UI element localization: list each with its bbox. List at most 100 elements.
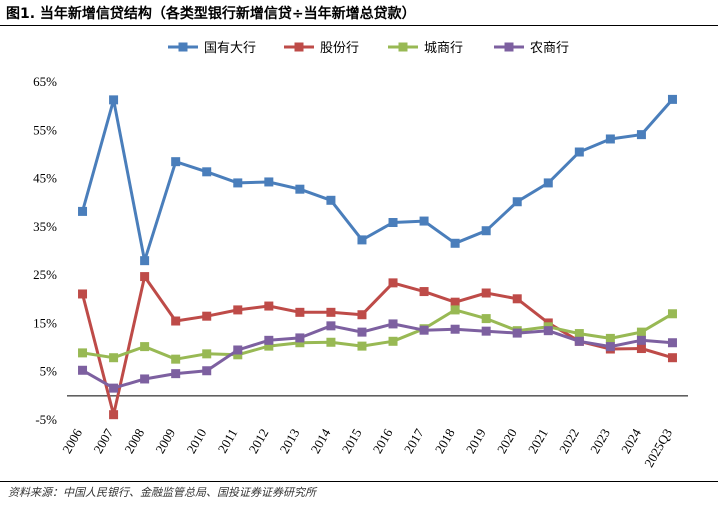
data-point xyxy=(264,301,274,311)
x-tick-label: 2012 xyxy=(245,426,271,456)
data-point xyxy=(233,350,243,360)
data-point xyxy=(667,338,677,348)
data-point xyxy=(233,305,243,315)
data-point xyxy=(357,310,367,320)
data-point xyxy=(636,335,646,345)
legend: 国有大行 股份行 城商行 农商行 xyxy=(168,41,569,56)
data-point xyxy=(481,288,491,298)
data-point xyxy=(109,95,119,105)
series-3 xyxy=(78,305,677,364)
data-point xyxy=(357,341,367,351)
data-point xyxy=(109,383,119,393)
data-point xyxy=(574,336,584,346)
data-point xyxy=(636,327,646,337)
series-4 xyxy=(78,319,677,393)
data-point xyxy=(450,297,460,307)
x-axis-labels: 2006 2007 2008 2009 2010 2011 2012 2013 2014 2015… xyxy=(59,426,675,470)
data-point xyxy=(388,278,398,288)
x-tick-label: 2016 xyxy=(370,426,396,456)
data-point xyxy=(636,344,646,354)
data-point xyxy=(233,345,243,355)
y-tick-label: -5% xyxy=(35,412,57,427)
legend-swatch-marker xyxy=(294,42,304,52)
data-point xyxy=(326,337,336,347)
series-line xyxy=(81,98,674,263)
x-tick-label: 2009 xyxy=(152,426,178,456)
x-tick-label: 2010 xyxy=(183,426,209,456)
legend-item: 城商行 xyxy=(388,41,463,56)
data-point xyxy=(605,342,615,352)
data-point xyxy=(357,235,367,245)
x-tick-label: 2006 xyxy=(59,426,85,456)
line-chart: 国有大行 股份行 城商行 农商行 -5% 5% 15% 25% 35% 45% 55% 65% 20… xyxy=(33,41,688,470)
series-layer xyxy=(78,94,677,420)
y-tick-label: 15% xyxy=(33,315,57,330)
data-point xyxy=(450,324,460,334)
x-tick-label: 2017 xyxy=(401,426,427,456)
data-point xyxy=(512,328,522,338)
data-point xyxy=(605,134,615,144)
data-point xyxy=(419,325,429,335)
figure-title: 图1. 当年新增信贷结构（各类型银行新增信贷÷当年新增总贷款） xyxy=(6,6,416,22)
y-tick-label: 45% xyxy=(33,171,57,186)
data-point xyxy=(388,336,398,346)
legend-label: 国有大行 xyxy=(204,41,256,56)
legend-swatch-marker xyxy=(178,42,188,52)
data-point xyxy=(109,353,119,363)
data-point xyxy=(481,326,491,336)
legend-item: 国有大行 xyxy=(168,41,256,56)
x-tick-label: 2019 xyxy=(463,426,489,456)
data-point xyxy=(202,167,212,177)
title-divider xyxy=(0,25,718,26)
data-point xyxy=(295,338,305,348)
data-point xyxy=(295,333,305,343)
data-point xyxy=(667,94,677,104)
data-point xyxy=(140,374,150,384)
data-point xyxy=(78,348,88,358)
data-point xyxy=(202,349,212,359)
data-point xyxy=(419,287,429,297)
data-point xyxy=(264,177,274,187)
data-point xyxy=(512,197,522,207)
data-point xyxy=(295,307,305,317)
data-point xyxy=(636,130,646,140)
data-point xyxy=(481,314,491,324)
data-point xyxy=(419,216,429,226)
data-point xyxy=(202,366,212,376)
data-point xyxy=(78,289,88,299)
x-tick-label: 2008 xyxy=(121,426,147,456)
data-point xyxy=(264,341,274,351)
y-axis: -5% 5% 15% 25% 35% 45% 55% 65% xyxy=(33,74,57,427)
data-point xyxy=(481,226,491,236)
data-point xyxy=(171,369,181,379)
data-point xyxy=(357,327,367,337)
y-tick-label: 35% xyxy=(33,219,57,234)
x-tick-label: 2007 xyxy=(90,426,116,456)
legend-item: 农商行 xyxy=(494,41,569,56)
series-2 xyxy=(78,272,677,420)
data-point xyxy=(388,319,398,329)
source-divider xyxy=(0,481,718,482)
series-line xyxy=(82,308,674,361)
data-point xyxy=(326,321,336,331)
legend-swatch-marker xyxy=(504,42,514,52)
data-point xyxy=(171,157,181,167)
x-tick-label: 2020 xyxy=(494,426,520,456)
legend-label: 股份行 xyxy=(320,41,359,56)
legend-item: 股份行 xyxy=(284,41,359,56)
data-point xyxy=(450,305,460,315)
series-line xyxy=(81,322,673,390)
data-point xyxy=(171,354,181,364)
data-point xyxy=(543,178,553,188)
data-point xyxy=(295,184,305,194)
data-point xyxy=(543,326,553,336)
data-point xyxy=(202,311,212,321)
x-tick-label: 2021 xyxy=(525,426,551,456)
y-tick-label: 65% xyxy=(33,74,57,89)
legend-label: 城商行 xyxy=(424,41,463,56)
data-point xyxy=(140,256,150,266)
data-point xyxy=(140,342,150,352)
x-tick-label: 2023 xyxy=(587,426,613,456)
data-point xyxy=(512,294,522,304)
series-line xyxy=(81,275,673,417)
